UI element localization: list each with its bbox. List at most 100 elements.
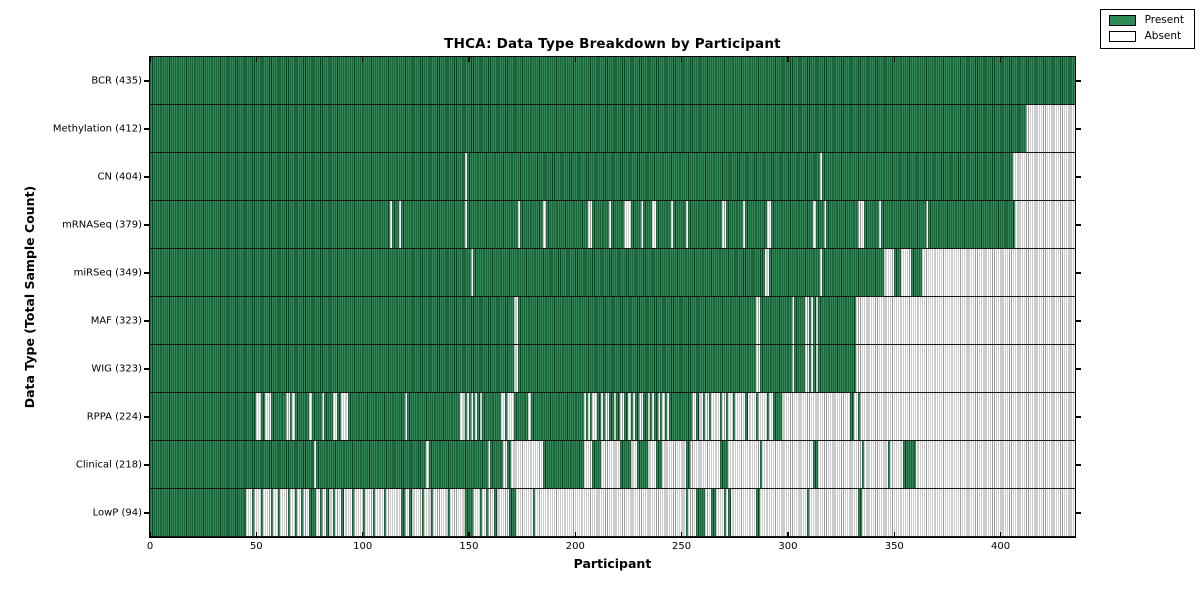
heatmap-row-lowp: [150, 489, 1075, 537]
present-segment: [150, 345, 514, 392]
present-segment: [481, 393, 501, 440]
present-segment: [630, 201, 642, 248]
present-segment: [673, 201, 686, 248]
y-tick: [144, 512, 150, 514]
present-segment: [473, 249, 765, 296]
present-segment: [507, 441, 512, 488]
present-segment: [817, 345, 856, 392]
present-segment: [422, 489, 425, 536]
present-segment: [473, 393, 476, 440]
present-segment: [745, 393, 748, 440]
present-segment: [150, 249, 472, 296]
present-segment: [902, 441, 916, 488]
present-segment: [543, 441, 584, 488]
present-segment: [815, 201, 825, 248]
present-segment: [615, 393, 620, 440]
x-tick: [999, 57, 1002, 62]
present-segment: [468, 393, 472, 440]
x-tick-label: 0: [146, 541, 154, 552]
x-tick-label: 350: [884, 541, 904, 552]
present-segment: [592, 441, 601, 488]
present-segment: [887, 441, 890, 488]
y-tick: [144, 272, 150, 274]
present-segment: [656, 441, 663, 488]
present-segment: [649, 393, 652, 440]
y-tick-label: miRSeq (349): [73, 267, 142, 279]
present-segment: [756, 393, 759, 440]
present-segment: [849, 393, 854, 440]
present-segment: [150, 57, 1075, 104]
present-segment: [271, 489, 274, 536]
present-segment: [881, 201, 927, 248]
present-segment: [624, 393, 629, 440]
present-segment: [794, 297, 805, 344]
x-tick-label: 100: [353, 541, 373, 552]
present-segment: [150, 393, 257, 440]
present-segment: [756, 489, 761, 536]
heatmap-row-bcr: [150, 57, 1075, 105]
present-segment: [719, 441, 729, 488]
y-tick-label: LowP (94): [92, 507, 142, 519]
present-segment: [611, 201, 625, 248]
present-segment: [150, 201, 391, 248]
y-tick: [144, 464, 150, 466]
x-tick: [150, 57, 152, 62]
present-segment: [400, 201, 465, 248]
x-tick-label: 250: [672, 541, 692, 552]
legend-absent-label: Absent: [1144, 30, 1182, 42]
x-tick-label: 150: [459, 541, 479, 552]
present-segment: [430, 489, 433, 536]
legend-present-label: Present: [1144, 14, 1184, 26]
present-segment: [821, 249, 884, 296]
present-segment: [150, 153, 465, 200]
present-segment: [332, 489, 335, 536]
y-tick: [1075, 512, 1081, 514]
x-tick-label: 400: [991, 541, 1011, 552]
present-segment: [517, 345, 757, 392]
y-tick: [144, 128, 150, 130]
legend-entry-absent: Absent: [1108, 30, 1184, 42]
present-segment: [479, 489, 482, 536]
present-segment: [494, 489, 497, 536]
present-segment: [602, 393, 606, 440]
present-segment: [668, 393, 693, 440]
present-segment: [477, 393, 480, 440]
present-segment: [745, 201, 767, 248]
y-tick-label: MAF (323): [90, 315, 142, 327]
y-tick: [1075, 464, 1081, 466]
present-segment: [770, 201, 814, 248]
y-tick: [144, 224, 150, 226]
x-tick: [150, 532, 152, 537]
present-segment: [260, 393, 265, 440]
legend-absent-swatch-icon: [1108, 31, 1136, 42]
present-segment: [532, 489, 535, 536]
present-segment: [732, 393, 735, 440]
present-segment: [596, 393, 601, 440]
present-segment: [294, 489, 297, 536]
heatmap-row-methylation: [150, 105, 1075, 153]
present-segment: [311, 393, 323, 440]
present-segment: [400, 489, 406, 536]
y-tick: [1075, 80, 1081, 82]
present-segment: [392, 201, 399, 248]
present-segment: [407, 393, 461, 440]
present-segment: [309, 489, 316, 536]
present-segment: [773, 393, 782, 440]
present-segment: [656, 201, 671, 248]
present-segment: [719, 393, 722, 440]
y-tick-label: mRNASeq (379): [62, 219, 142, 231]
present-segment: [709, 393, 712, 440]
x-tick: [361, 532, 364, 537]
present-segment: [813, 441, 818, 488]
x-tick: [680, 532, 683, 537]
present-segment: [260, 489, 263, 536]
present-segment: [858, 489, 863, 536]
y-tick: [1075, 272, 1081, 274]
present-segment: [911, 249, 922, 296]
present-segment: [509, 489, 516, 536]
y-tick: [144, 176, 150, 178]
y-tick-label: RPPA (224): [86, 411, 142, 423]
present-segment: [813, 345, 816, 392]
x-tick-label: 300: [778, 541, 798, 552]
